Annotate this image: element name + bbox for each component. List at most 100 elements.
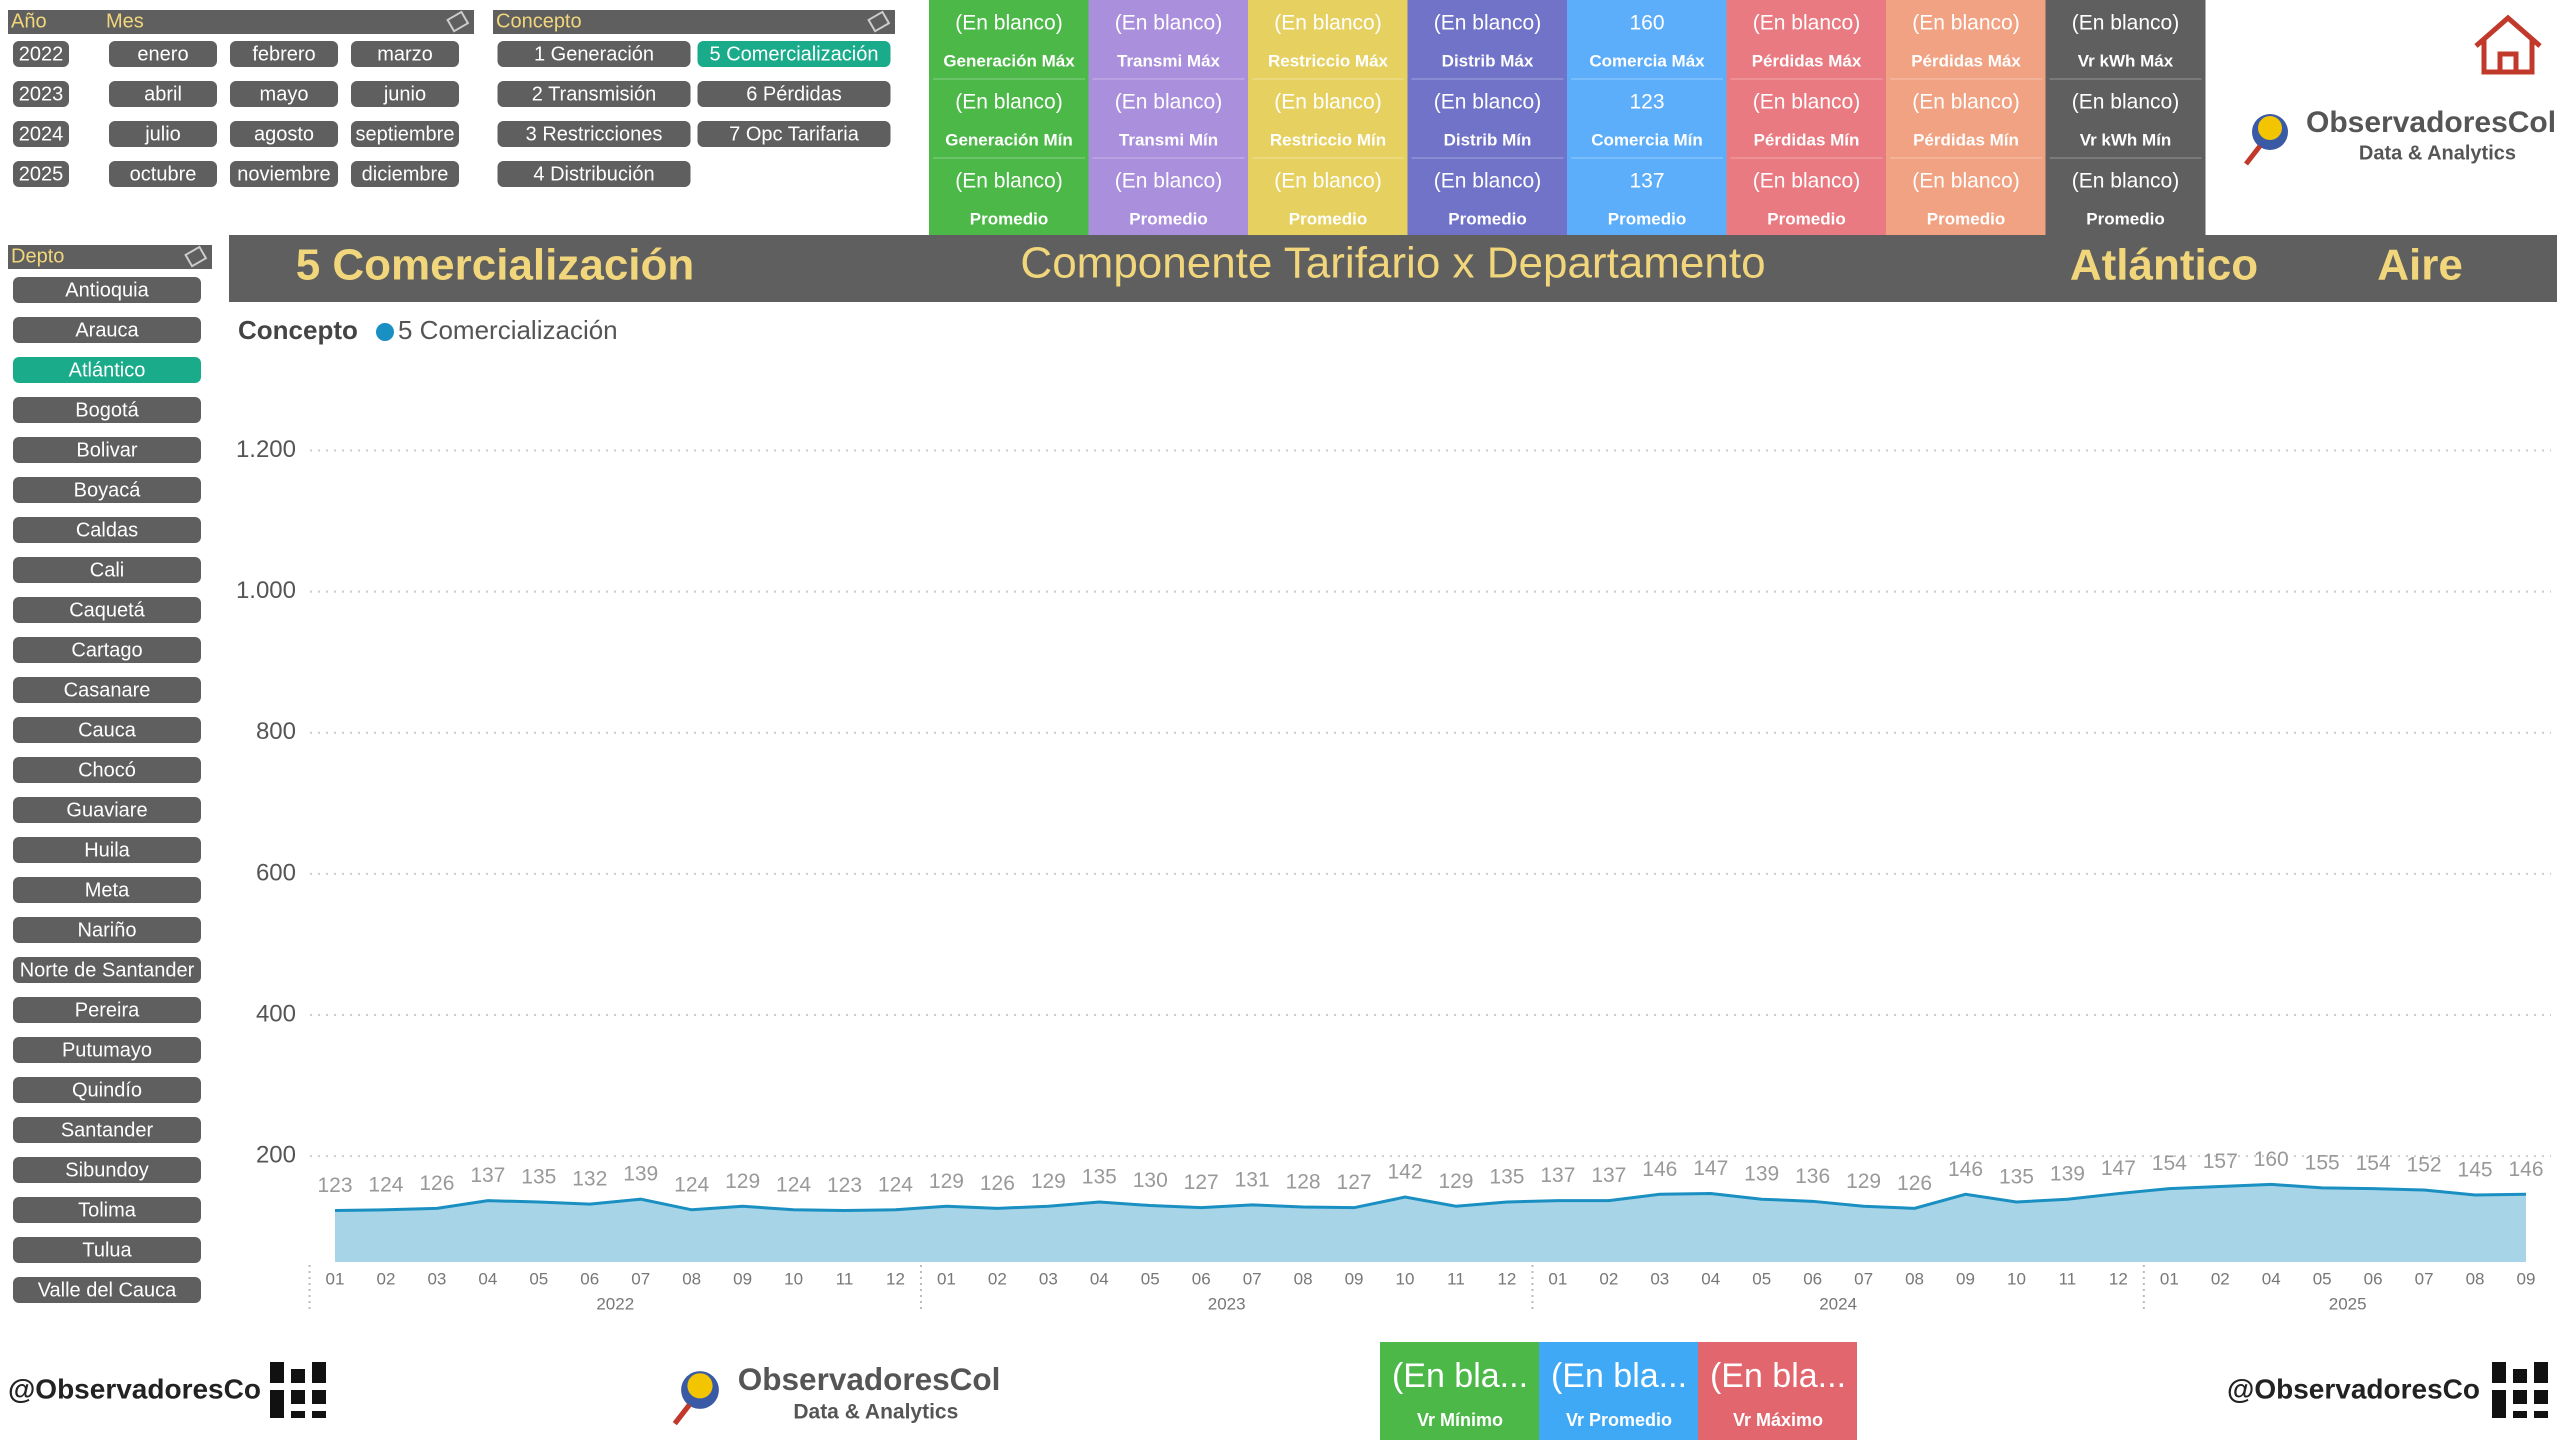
slicer-option[interactable]: [497, 81, 691, 107]
slicer-option[interactable]: [13, 81, 69, 107]
slicer-option[interactable]: [13, 677, 201, 703]
clear-filter-icon[interactable]: [184, 245, 208, 268]
slicer-option-label[interactable]: Caldas: [76, 519, 138, 541]
slicer-option[interactable]: [13, 1037, 201, 1063]
slicer-option-label[interactable]: julio: [144, 123, 181, 145]
slicer-option[interactable]: [697, 121, 891, 147]
clear-filter-icon[interactable]: [867, 10, 891, 33]
slicer-option[interactable]: [351, 41, 459, 67]
slicer-option[interactable]: [351, 121, 459, 147]
slicer-option-label[interactable]: 2025: [19, 163, 64, 185]
slicer-option[interactable]: [13, 477, 201, 503]
slicer-option-label[interactable]: Bogotá: [75, 399, 139, 421]
slicer-option-label[interactable]: Bolivar: [76, 439, 137, 461]
slicer-option[interactable]: [351, 81, 459, 107]
slicer-option-label[interactable]: 7 Opc Tarifaria: [729, 123, 860, 145]
slicer-option-label[interactable]: noviembre: [237, 163, 330, 185]
slicer-option-label[interactable]: febrero: [252, 43, 315, 65]
slicer-option[interactable]: [109, 121, 217, 147]
slicer-option-label[interactable]: Tulua: [82, 1239, 132, 1261]
slicer-option-label[interactable]: Cali: [90, 559, 124, 581]
slicer-option-label[interactable]: 3 Restricciones: [526, 123, 663, 145]
slicer-option-label[interactable]: Santander: [61, 1119, 154, 1141]
slicer-option-label[interactable]: Atlántico: [69, 359, 146, 381]
slicer-option-label[interactable]: Valle del Cauca: [38, 1279, 177, 1301]
slicer-option-label[interactable]: 2023: [19, 83, 64, 105]
slicer-option-label[interactable]: 4 Distribución: [533, 163, 654, 185]
slicer-option-label[interactable]: Boyacá: [74, 479, 142, 501]
slicer-option-label[interactable]: Chocó: [78, 759, 136, 781]
slicer-option[interactable]: [13, 161, 69, 187]
slicer-option-label[interactable]: 1 Generación: [534, 43, 654, 65]
slicer-option-label[interactable]: diciembre: [362, 163, 449, 185]
slicer-option[interactable]: [230, 41, 338, 67]
slicer-option-label[interactable]: Sibundoy: [65, 1159, 148, 1181]
slicer-option[interactable]: [13, 1197, 201, 1223]
slicer-option[interactable]: [13, 957, 201, 983]
slicer-option[interactable]: [13, 797, 201, 823]
slicer-option-label[interactable]: Huila: [84, 839, 130, 861]
slicer-option-label[interactable]: octubre: [130, 163, 197, 185]
slicer-option-label[interactable]: abril: [144, 83, 182, 105]
slicer-option[interactable]: [13, 877, 201, 903]
home-icon[interactable]: [2474, 14, 2542, 75]
slicer-option-label[interactable]: Putumayo: [62, 1039, 152, 1061]
slicer-option-label[interactable]: septiembre: [356, 123, 455, 145]
slicer-option-label[interactable]: 2024: [19, 123, 64, 145]
slicer-option-label[interactable]: junio: [383, 83, 426, 105]
slicer-option-label[interactable]: Meta: [85, 879, 130, 901]
slicer-option[interactable]: [13, 1277, 201, 1303]
slicer-option-label[interactable]: Caquetá: [69, 599, 145, 621]
slicer-option[interactable]: [230, 161, 338, 187]
slicer-option[interactable]: [13, 997, 201, 1023]
slicer-option[interactable]: [13, 517, 201, 543]
slicer-option-label[interactable]: Casanare: [64, 679, 151, 701]
slicer-option[interactable]: [697, 81, 891, 107]
slicer-option[interactable]: [13, 277, 201, 303]
slicer-option[interactable]: [697, 41, 891, 67]
slicer-option[interactable]: [351, 161, 459, 187]
slicer-option[interactable]: [13, 1077, 201, 1103]
slicer-option[interactable]: [497, 41, 691, 67]
slicer-option-label[interactable]: Cauca: [78, 719, 137, 741]
slicer-option-label[interactable]: 5 Comercialización: [710, 43, 879, 65]
slicer-option-label[interactable]: Antioquia: [65, 279, 149, 301]
slicer-option[interactable]: [109, 81, 217, 107]
slicer-option-label[interactable]: mayo: [260, 83, 309, 105]
slicer-option-label[interactable]: Guaviare: [66, 799, 147, 821]
slicer-option[interactable]: [13, 397, 201, 423]
slicer-option[interactable]: [13, 637, 201, 663]
slicer-option[interactable]: [13, 437, 201, 463]
slicer-option-label[interactable]: marzo: [377, 43, 433, 65]
slicer-option[interactable]: [13, 717, 201, 743]
slicer-option-label[interactable]: 2 Transmisión: [532, 83, 657, 105]
slicer-option[interactable]: [13, 41, 69, 67]
slicer-option-label[interactable]: Arauca: [75, 319, 139, 341]
slicer-option[interactable]: [497, 161, 691, 187]
slicer-option-label[interactable]: Cartago: [71, 639, 142, 661]
slicer-option-label[interactable]: Quindío: [72, 1079, 142, 1101]
slicer-option-label[interactable]: Nariño: [78, 919, 137, 941]
slicer-option[interactable]: [109, 41, 217, 67]
slicer-option-label[interactable]: agosto: [254, 123, 314, 145]
slicer-option[interactable]: [109, 161, 217, 187]
slicer-option-label[interactable]: 6 Pérdidas: [746, 83, 842, 105]
slicer-option[interactable]: [13, 557, 201, 583]
slicer-option[interactable]: [13, 357, 201, 383]
slicer-option[interactable]: [497, 121, 691, 147]
slicer-option[interactable]: [13, 757, 201, 783]
slicer-option[interactable]: [13, 917, 201, 943]
slicer-option-label[interactable]: Norte de Santander: [20, 959, 195, 981]
legend-label[interactable]: 5 Comercialización: [398, 315, 618, 345]
slicer-option-label[interactable]: Tolima: [78, 1199, 137, 1221]
slicer-option[interactable]: [13, 597, 201, 623]
slicer-option[interactable]: [230, 121, 338, 147]
slicer-option-label[interactable]: enero: [137, 43, 188, 65]
slicer-option[interactable]: [13, 1237, 201, 1263]
slicer-option[interactable]: [13, 317, 201, 343]
slicer-option[interactable]: [13, 1117, 201, 1143]
slicer-option[interactable]: [13, 121, 69, 147]
slicer-option-label[interactable]: 2022: [19, 43, 64, 65]
clear-filter-icon[interactable]: [446, 10, 470, 33]
slicer-option-label[interactable]: Pereira: [75, 999, 140, 1021]
